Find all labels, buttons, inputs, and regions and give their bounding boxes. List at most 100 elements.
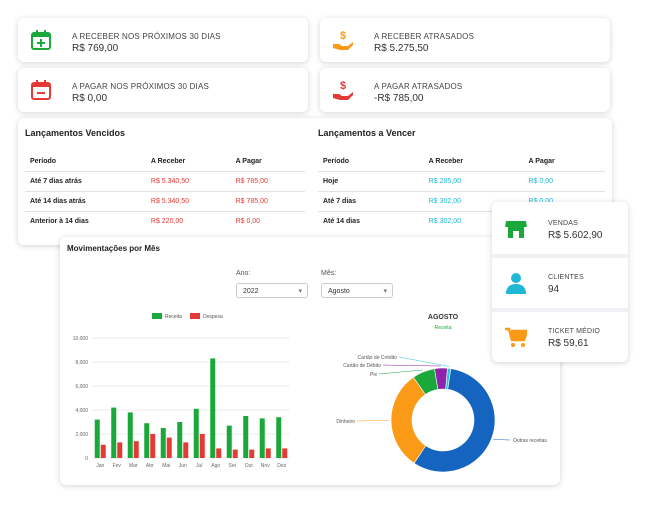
cart-icon xyxy=(505,327,529,347)
bar xyxy=(282,448,288,458)
legend-label: Receita xyxy=(165,314,182,320)
amount-cell: R$ 220,00 xyxy=(145,211,231,231)
bar xyxy=(243,416,249,458)
table: Período A Receber A Pagar Até 7 dias atrás R… xyxy=(25,152,305,231)
summary-card: A PAGAR NOS PRÓXIMOS 30 DIAS R$ 0,00 xyxy=(18,68,308,112)
y-tick-label: 6,000 xyxy=(75,384,88,390)
table-title: Lançamentos Vencidos xyxy=(25,128,126,138)
donut-segment xyxy=(413,368,496,473)
y-tick-label: 4,000 xyxy=(75,408,88,414)
x-tick-label: Nov xyxy=(261,463,270,469)
hand-dollar-icon: $ xyxy=(333,30,353,50)
summary-card: $ A RECEBER ATRASADOS R$ 5.275,50 xyxy=(320,18,610,62)
filter-select: Agosto xyxy=(321,283,393,299)
bar xyxy=(193,408,199,458)
bar xyxy=(111,407,117,458)
legend-swatch xyxy=(190,313,200,319)
summary-card: $ A PAGAR ATRASADOS -R$ 785,00 xyxy=(320,68,610,112)
x-tick-label: Set xyxy=(228,463,236,469)
stat-value: 94 xyxy=(548,284,560,295)
bar xyxy=(150,434,156,458)
bar xyxy=(276,417,282,458)
amount-cell: R$ 285,00 xyxy=(423,171,524,192)
column-header: Período xyxy=(30,158,57,165)
movements-panel: Movimentações por Mês Ano: 2022 Mês: Agosto 0… xyxy=(60,237,560,485)
bar xyxy=(216,448,222,458)
calendar-minus-icon xyxy=(31,80,51,100)
column-header: Período xyxy=(323,158,350,165)
bar xyxy=(133,441,139,458)
header-row: Período A Receber A Pagar xyxy=(25,152,305,172)
row: Até 7 dias atrás R$ 5.340,50 R$ 785,00 xyxy=(25,171,305,192)
card-label: A PAGAR ATRASADOS xyxy=(374,82,463,91)
x-tick-label: Dez xyxy=(277,463,286,469)
bar xyxy=(226,425,232,458)
row: Hoje R$ 285,00 R$ 0,00 xyxy=(318,171,605,192)
period-cell: Até 14 dias xyxy=(318,211,424,231)
donut-segment xyxy=(445,367,452,390)
icon xyxy=(505,272,527,294)
donut-subtitle: Receita xyxy=(435,325,452,331)
card-value: R$ 769,00 xyxy=(72,43,119,54)
filter-select: 2022 xyxy=(236,283,308,299)
segment-label: Pix xyxy=(370,372,377,378)
bar xyxy=(160,428,166,458)
stats-panel: VENDAS R$ 5.602,90 CLIENTES 94 TICKET MÉDIO R… xyxy=(492,202,628,362)
icon: $ xyxy=(332,29,354,51)
row: Anterior à 14 dias R$ 220,00 R$ 0,00 xyxy=(25,211,305,231)
header-row: Período A Receber A Pagar xyxy=(318,152,605,172)
bar xyxy=(210,358,216,458)
y-tick-label: 0 xyxy=(85,456,88,462)
amount-cell: R$ 785,00 xyxy=(230,191,305,212)
period-cell: Anterior à 14 dias xyxy=(25,211,146,231)
bar xyxy=(127,412,133,458)
filter-label: Mês: xyxy=(321,270,337,277)
y-tick-label: 8,000 xyxy=(75,360,88,366)
svg-text:$: $ xyxy=(340,30,346,42)
store-icon xyxy=(505,221,527,238)
divider xyxy=(492,254,628,258)
period-cell: Hoje xyxy=(318,171,424,192)
x-tick-label: Fev xyxy=(113,463,122,469)
x-tick-label: Mar xyxy=(129,463,138,469)
hand-dollar-icon: $ xyxy=(333,80,353,100)
amount-cell: R$ 0,00 xyxy=(523,171,605,192)
charts: 0 2,000 4,000 6,000 8,000 10,000 Receita Despes… xyxy=(73,313,547,473)
stat-value: R$ 5.602,90 xyxy=(548,230,603,241)
column-header: A Pagar xyxy=(528,158,555,165)
bar xyxy=(100,444,106,458)
amount-cell: R$ 785,00 xyxy=(230,171,305,192)
stat-label: VENDAS xyxy=(548,220,578,227)
donut-title: AGOSTO xyxy=(428,314,459,321)
segment-label: Cartão de Débito xyxy=(343,363,381,369)
amount-cell: R$ 5.340,50 xyxy=(145,171,231,192)
segment-label: Cartão de Crédito xyxy=(358,355,398,361)
icon xyxy=(30,29,52,51)
summary-card: A RECEBER NOS PRÓXIMOS 30 DIAS R$ 769,00 xyxy=(18,18,308,62)
period-cell: Até 7 dias atrás xyxy=(25,171,146,192)
period-cell: Até 7 dias xyxy=(318,191,424,212)
row: Até 14 dias atrás R$ 5.340,50 R$ 785,00 xyxy=(25,191,305,212)
y-tick-label: 2,000 xyxy=(75,432,88,438)
x-tick-label: Out xyxy=(245,463,254,469)
bar xyxy=(265,448,271,458)
donut-segment xyxy=(390,376,427,464)
legend-label: Despesa xyxy=(203,314,223,320)
leader-line xyxy=(398,356,450,367)
column-header: A Receber xyxy=(150,158,186,165)
card-label: A RECEBER NOS PRÓXIMOS 30 DIAS xyxy=(72,32,221,41)
calendar-plus-icon xyxy=(31,30,51,50)
bar xyxy=(166,437,172,458)
card-label: A RECEBER ATRASADOS xyxy=(374,32,475,41)
amount-cell: R$ 0,00 xyxy=(230,211,305,231)
bar xyxy=(199,434,205,458)
person-icon xyxy=(506,273,526,294)
bar xyxy=(232,449,238,458)
x-tick-label: Abr xyxy=(146,463,154,469)
column-header: A Pagar xyxy=(235,158,262,165)
bar xyxy=(117,442,123,458)
leader-line xyxy=(356,420,390,422)
leader-line xyxy=(382,364,441,367)
y-tick-label: 10,000 xyxy=(73,336,89,342)
